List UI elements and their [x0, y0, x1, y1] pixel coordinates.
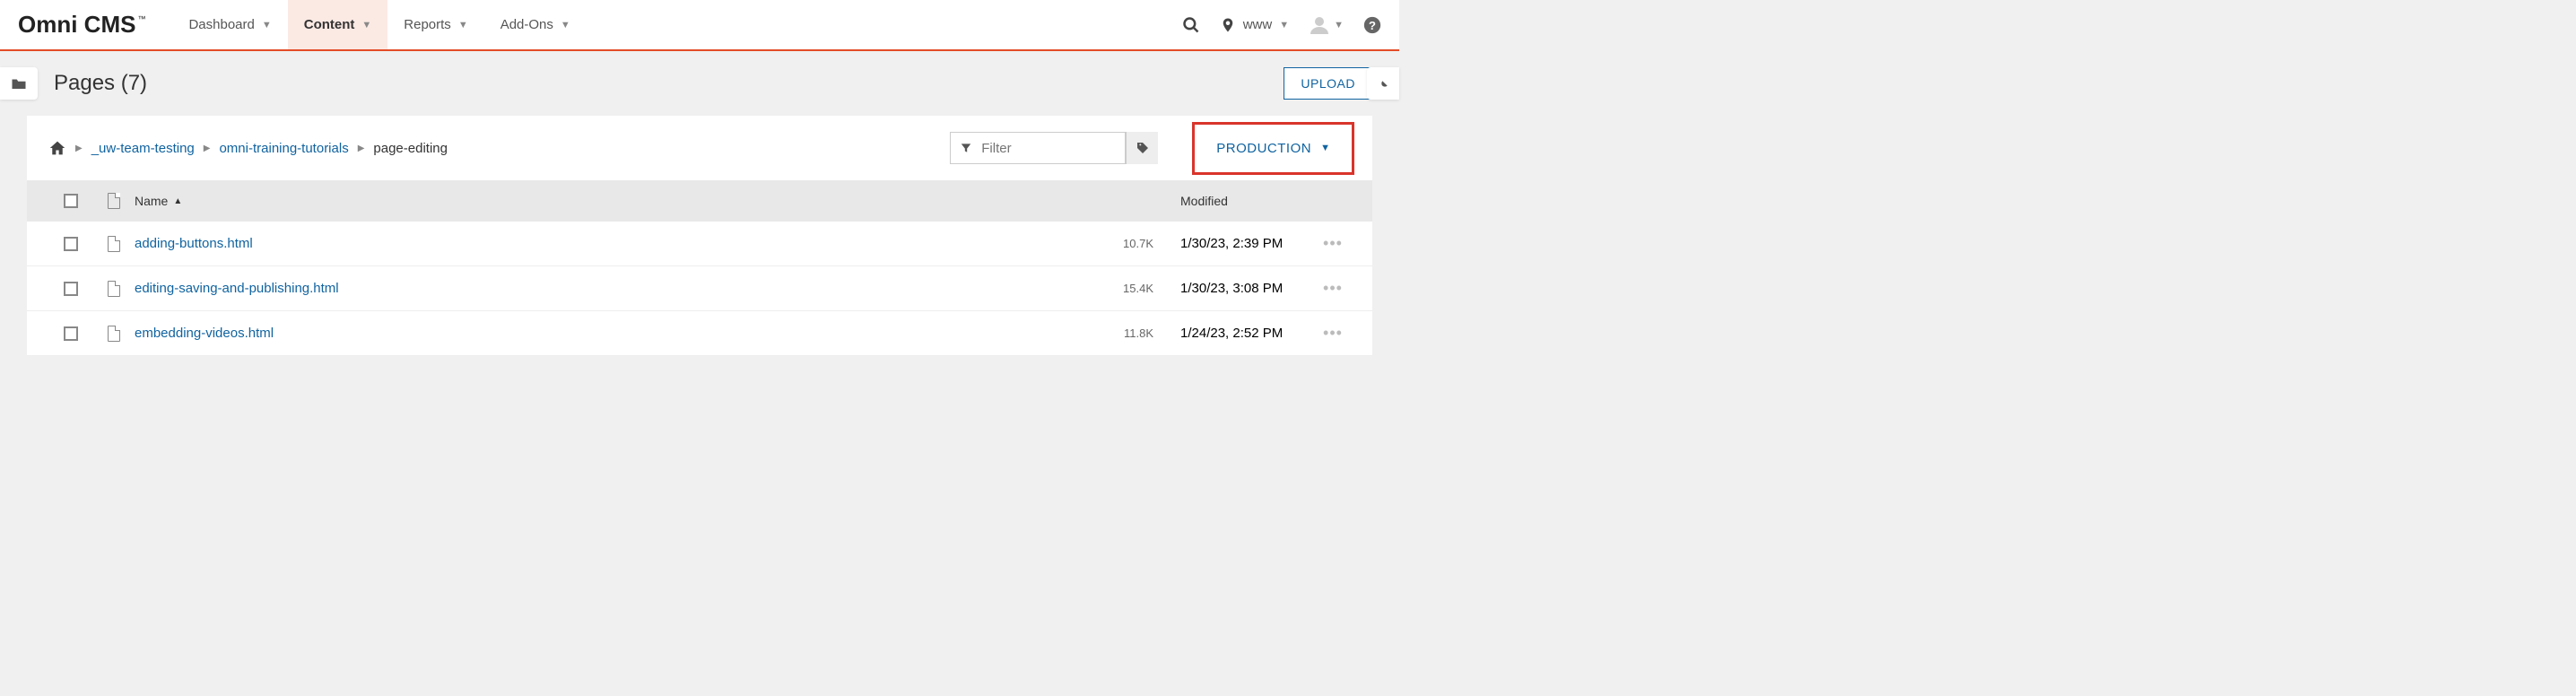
file-size: 11.8K: [1091, 326, 1153, 340]
file-link[interactable]: adding-buttons.html: [135, 236, 253, 251]
top-navbar: Omni CMS ™ Dashboard ▼ Content ▼ Reports…: [0, 0, 1399, 51]
table-header: Name ▲ Modified: [27, 180, 1372, 222]
home-icon[interactable]: [48, 140, 66, 156]
pin-icon: [1220, 17, 1236, 33]
file-link[interactable]: embedding-videos.html: [135, 326, 274, 341]
filter-box: [950, 132, 1126, 164]
chevron-down-icon: ▼: [1334, 20, 1344, 30]
breadcrumb-link[interactable]: _uw-team-testing: [91, 141, 195, 156]
file-modified: 1/30/23, 3:08 PM: [1153, 281, 1315, 296]
chevron-right-icon: ▶: [204, 144, 211, 153]
main-nav: Dashboard ▼ Content ▼ Reports ▼ Add-Ons …: [172, 0, 586, 49]
page-title: Pages (7): [54, 71, 147, 96]
chevron-down-icon: ▼: [262, 20, 272, 30]
file-icon: [108, 326, 120, 342]
folder-icon: [11, 76, 27, 91]
table-row: embedding-videos.html 11.8K 1/24/23, 2:5…: [27, 311, 1372, 356]
chevron-down-icon: ▼: [361, 20, 371, 30]
row-checkbox[interactable]: [64, 237, 78, 251]
filter-controls: [950, 132, 1158, 164]
nav-reports[interactable]: Reports ▼: [387, 0, 483, 49]
row-checkbox[interactable]: [64, 282, 78, 296]
column-name[interactable]: Name ▲: [135, 194, 1091, 208]
brand-logo[interactable]: Omni CMS ™: [18, 11, 145, 39]
table-row: editing-saving-and-publishing.html 15.4K…: [27, 266, 1372, 311]
file-size: 15.4K: [1091, 282, 1153, 295]
tag-icon: [1136, 141, 1150, 155]
plug-icon: [1378, 76, 1392, 91]
search-icon[interactable]: [1182, 16, 1200, 34]
nav-addons-label: Add-Ons: [500, 17, 553, 32]
column-modified[interactable]: Modified: [1153, 194, 1315, 208]
nav-addons[interactable]: Add-Ons ▼: [484, 0, 587, 49]
chevron-down-icon: ▼: [1279, 20, 1289, 30]
avatar-icon: [1309, 14, 1330, 36]
more-actions-icon[interactable]: •••: [1323, 324, 1343, 343]
nav-reports-label: Reports: [404, 17, 451, 32]
site-label: www: [1243, 17, 1273, 32]
row-checkbox[interactable]: [64, 326, 78, 341]
more-actions-icon[interactable]: •••: [1323, 234, 1343, 253]
file-size: 10.7K: [1091, 237, 1153, 250]
tag-filter-button[interactable]: [1126, 132, 1158, 164]
file-icon: [108, 281, 120, 297]
brand-tm: ™: [137, 14, 145, 23]
chevron-right-icon: ▶: [358, 144, 365, 153]
topbar-right: www ▼ ▼ ?: [1182, 14, 1381, 36]
upload-button[interactable]: UPLOAD: [1284, 67, 1372, 100]
site-selector[interactable]: www ▼: [1220, 17, 1289, 33]
sort-asc-icon: ▲: [173, 196, 182, 206]
breadcrumb-row: ▶ _uw-team-testing ▶ omni-training-tutor…: [27, 116, 1372, 180]
svg-text:?: ?: [1369, 19, 1376, 32]
select-all-checkbox[interactable]: [64, 194, 78, 208]
user-menu[interactable]: ▼: [1309, 14, 1344, 36]
chevron-down-icon: ▼: [1320, 143, 1330, 153]
nav-content[interactable]: Content ▼: [288, 0, 388, 49]
file-icon: [108, 236, 120, 252]
file-panel: ▶ _uw-team-testing ▶ omni-training-tutor…: [27, 116, 1372, 356]
brand-name: Omni CMS: [18, 11, 135, 39]
file-icon: [108, 193, 120, 209]
column-modified-label: Modified: [1180, 194, 1228, 208]
gadgets-toggle[interactable]: [1367, 67, 1399, 100]
chevron-down-icon: ▼: [561, 20, 570, 30]
sidebar-toggle[interactable]: [0, 67, 38, 100]
chevron-right-icon: ▶: [75, 144, 83, 153]
more-actions-icon[interactable]: •••: [1323, 279, 1343, 298]
file-modified: 1/30/23, 2:39 PM: [1153, 236, 1315, 251]
environment-label: PRODUCTION: [1216, 141, 1311, 156]
content-area: ▶ _uw-team-testing ▶ omni-training-tutor…: [27, 116, 1372, 356]
nav-dashboard[interactable]: Dashboard ▼: [172, 0, 287, 49]
page-header: Pages (7) UPLOAD: [0, 51, 1399, 116]
environment-selector[interactable]: PRODUCTION ▼: [1192, 122, 1354, 175]
table-row: adding-buttons.html 10.7K 1/30/23, 2:39 …: [27, 222, 1372, 266]
breadcrumb-link[interactable]: omni-training-tutorials: [219, 141, 348, 156]
filter-icon: [951, 142, 981, 154]
help-icon[interactable]: ?: [1363, 16, 1381, 34]
chevron-down-icon: ▼: [458, 20, 468, 30]
nav-dashboard-label: Dashboard: [188, 17, 254, 32]
nav-content-label: Content: [304, 17, 355, 32]
file-modified: 1/24/23, 2:52 PM: [1153, 326, 1315, 341]
column-name-label: Name: [135, 194, 168, 208]
filter-input[interactable]: [981, 141, 1125, 156]
breadcrumb-current: page-editing: [373, 141, 448, 156]
file-link[interactable]: editing-saving-and-publishing.html: [135, 281, 339, 296]
